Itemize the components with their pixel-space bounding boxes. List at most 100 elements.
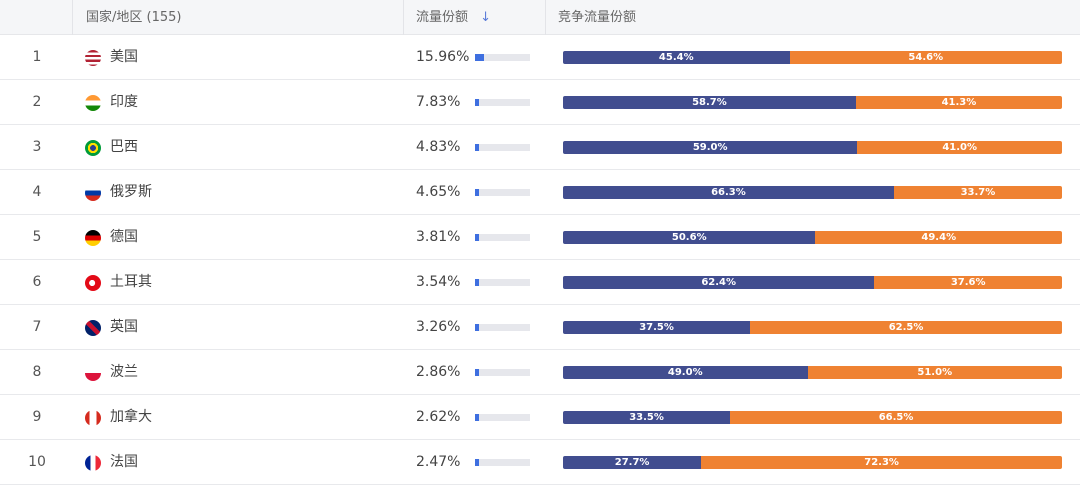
table-row[interactable]: 1 美国 15.96% 45.4% 54.6% xyxy=(0,35,1080,80)
share-bar xyxy=(475,459,530,466)
flag-fr-icon xyxy=(85,455,101,471)
share-bar-fill xyxy=(475,54,484,61)
competitive-share-bar: 37.5% 62.5% xyxy=(563,321,1062,334)
share-bar xyxy=(475,54,530,61)
flag-pl-icon xyxy=(85,365,101,381)
country-name[interactable]: 法国 xyxy=(110,454,138,470)
share-header-label: 流量份额 xyxy=(416,10,469,25)
table-row[interactable]: 9 加拿大 2.62% 33.5% 66.5% xyxy=(0,395,1080,440)
competitive-share-b: 41.0% xyxy=(857,141,1062,154)
share-bar xyxy=(475,369,530,376)
share-bar-fill xyxy=(475,279,479,286)
share-bar xyxy=(475,99,530,106)
share-bar-fill xyxy=(475,324,479,331)
competitive-share-b: 72.3% xyxy=(701,456,1062,469)
country-name[interactable]: 印度 xyxy=(110,94,138,110)
traffic-share: 2.62% xyxy=(416,409,461,425)
country-name[interactable]: 波兰 xyxy=(110,364,138,380)
country-name[interactable]: 美国 xyxy=(110,49,138,65)
traffic-share: 3.81% xyxy=(416,229,461,245)
share-bar-fill xyxy=(475,144,479,151)
country-name[interactable]: 俄罗斯 xyxy=(110,184,152,200)
arrow-down-icon[interactable]: ↓ xyxy=(480,10,492,25)
table-header: 国家/地区 (155) 流量份额 ↓ 竞争流量份额 xyxy=(0,0,1080,35)
competitive-share-a: 37.5% xyxy=(563,321,751,334)
table-row[interactable]: 5 德国 3.81% 50.6% 49.4% xyxy=(0,215,1080,260)
share-bar-fill xyxy=(475,99,480,106)
flag-br-icon xyxy=(85,140,101,156)
competitive-share-bar: 50.6% 49.4% xyxy=(563,231,1062,244)
share-bar-fill xyxy=(475,459,479,466)
competitive-share-b: 66.5% xyxy=(730,411,1062,424)
share-bar xyxy=(475,189,530,196)
flag-gb-icon xyxy=(85,320,101,336)
share-bar xyxy=(475,234,530,241)
competitive-share-bar: 59.0% 41.0% xyxy=(563,141,1062,154)
share-bar xyxy=(475,279,530,286)
rank: 7 xyxy=(32,319,42,335)
competitive-share-a: 58.7% xyxy=(563,96,856,109)
traffic-share: 4.65% xyxy=(416,184,461,200)
rank: 3 xyxy=(32,139,42,155)
traffic-share: 3.54% xyxy=(416,274,461,290)
competitive-share-a: 62.4% xyxy=(563,276,875,289)
flag-tr-icon xyxy=(85,275,101,291)
country-name[interactable]: 巴西 xyxy=(110,139,138,155)
traffic-share: 2.86% xyxy=(416,364,461,380)
rank: 5 xyxy=(32,229,42,245)
competitive-share-bar: 45.4% 54.6% xyxy=(563,51,1062,64)
share-bar xyxy=(475,414,530,421)
table-row[interactable]: 10 法国 2.47% 27.7% 72.3% xyxy=(0,440,1080,485)
share-bar-fill xyxy=(475,234,479,241)
country-name[interactable]: 土耳其 xyxy=(110,274,152,290)
competitive-share-bar: 66.3% 33.7% xyxy=(563,186,1062,199)
traffic-share: 2.47% xyxy=(416,454,461,470)
column-header-country[interactable]: 国家/地区 (155) xyxy=(86,10,182,25)
table-row[interactable]: 8 波兰 2.86% 49.0% 51.0% xyxy=(0,350,1080,395)
competitive-share-b: 33.7% xyxy=(893,186,1062,199)
share-bar-fill xyxy=(475,369,479,376)
competitive-share-bar: 58.7% 41.3% xyxy=(563,96,1062,109)
competitive-share-b: 49.4% xyxy=(815,231,1062,244)
flag-us-icon xyxy=(85,50,101,66)
country-name[interactable]: 英国 xyxy=(110,319,138,335)
share-bar xyxy=(475,144,530,151)
table-row[interactable]: 4 俄罗斯 4.65% 66.3% 33.7% xyxy=(0,170,1080,215)
competitive-share-b: 41.3% xyxy=(855,96,1062,109)
share-bar xyxy=(475,324,530,331)
share-bar-fill xyxy=(475,414,479,421)
share-bar-fill xyxy=(475,189,479,196)
country-name[interactable]: 德国 xyxy=(110,229,138,245)
column-divider xyxy=(72,0,73,35)
column-header-share[interactable]: 流量份额 ↓ xyxy=(416,0,491,35)
competitive-share-a: 33.5% xyxy=(563,411,731,424)
flag-ca-icon xyxy=(85,410,101,426)
competitive-share-b: 51.0% xyxy=(807,366,1062,379)
traffic-share: 15.96% xyxy=(416,49,470,65)
flag-de-icon xyxy=(85,230,101,246)
table-row[interactable]: 3 巴西 4.83% 59.0% 41.0% xyxy=(0,125,1080,170)
competitive-share-a: 66.3% xyxy=(563,186,894,199)
table-row[interactable]: 7 英国 3.26% 37.5% 62.5% xyxy=(0,305,1080,350)
competitive-share-bar: 33.5% 66.5% xyxy=(563,411,1062,424)
competitive-share-bar: 62.4% 37.6% xyxy=(563,276,1062,289)
rank: 2 xyxy=(32,94,42,110)
competitive-share-b: 37.6% xyxy=(874,276,1062,289)
competitive-share-a: 45.4% xyxy=(563,51,790,64)
competitive-share-b: 62.5% xyxy=(750,321,1062,334)
competitive-share-a: 27.7% xyxy=(563,456,702,469)
rank: 1 xyxy=(32,49,42,65)
rank: 9 xyxy=(32,409,42,425)
country-name[interactable]: 加拿大 xyxy=(110,409,152,425)
table-row[interactable]: 6 土耳其 3.54% 62.4% 37.6% xyxy=(0,260,1080,305)
flag-in-icon xyxy=(85,95,101,111)
competitive-share-bar: 49.0% 51.0% xyxy=(563,366,1062,379)
competitive-share-b: 54.6% xyxy=(789,51,1062,64)
traffic-share: 4.83% xyxy=(416,139,461,155)
table-row[interactable]: 2 印度 7.83% 58.7% 41.3% xyxy=(0,80,1080,125)
rank: 6 xyxy=(32,274,42,290)
competitive-share-a: 49.0% xyxy=(563,366,808,379)
column-header-competitive[interactable]: 竞争流量份额 xyxy=(558,10,637,25)
traffic-share: 3.26% xyxy=(416,319,461,335)
rank: 10 xyxy=(28,454,46,470)
